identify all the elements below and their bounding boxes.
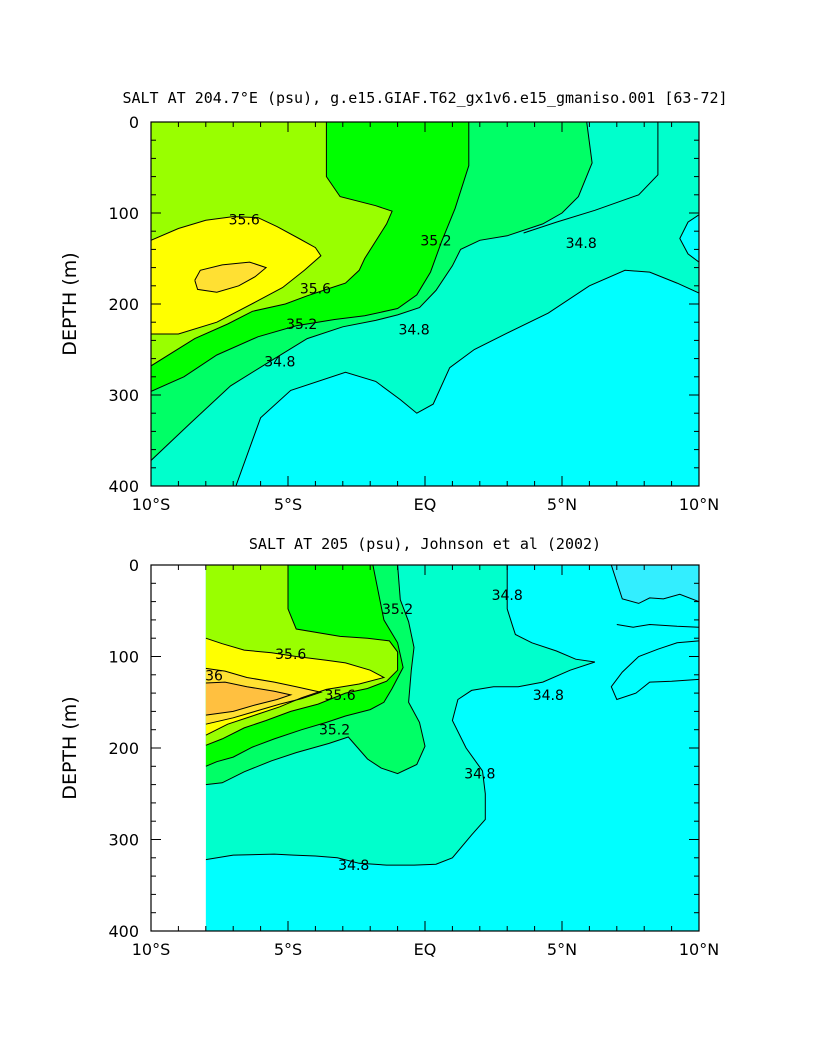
y-axis-label: DEPTH (m) — [59, 252, 81, 355]
contour-label-6: 34.8 — [533, 688, 564, 704]
contour-label-4: 34.8 — [398, 322, 429, 338]
y-tick-label: 200 — [108, 295, 139, 314]
contour-label-2: 35.6 — [275, 647, 306, 663]
contour-line-4 — [205, 565, 426, 786]
contour-line-5 — [205, 565, 404, 767]
y-tick-label: 0 — [129, 113, 139, 132]
contour-label-3: 36 — [205, 669, 223, 685]
x-tick-label: 5°S — [274, 495, 302, 514]
contour-label-5: 34.8 — [566, 236, 597, 252]
contour-label-4: 35.6 — [324, 688, 355, 704]
y-tick-label: 100 — [108, 648, 139, 667]
contour-label-2: 35.2 — [420, 233, 451, 249]
y-axis-label: DEPTH (m) — [59, 696, 81, 799]
y-tick-label: 300 — [108, 386, 139, 405]
salinity-region-8 — [205, 682, 291, 716]
chart-panel-bottom: 35.2 34.8 35.6 36 35.6 35.2 34.8 34.8 34.8 10°S 5°… — [59, 535, 719, 959]
contour-line-8 — [205, 667, 323, 725]
contour-label-8: 34.8 — [338, 858, 369, 874]
contour-label-7: 34.8 — [464, 767, 495, 783]
contour-line-1 — [610, 565, 700, 604]
contour-line-3 — [610, 640, 700, 701]
contour-line-0 — [205, 565, 596, 866]
salinity-region-1 — [235, 270, 699, 486]
x-tick-label: 10°S — [132, 940, 171, 959]
contour-field: 35.6 35.6 35.2 35.2 34.8 34.8 34.8 — [151, 122, 699, 486]
x-tick-label: EQ — [414, 495, 437, 514]
contour-line-7 — [194, 261, 268, 293]
contour-label-0: 35.6 — [229, 212, 260, 228]
contour-line-2 — [151, 122, 593, 461]
salinity-region-2 — [611, 565, 699, 604]
y-tick-label: 400 — [108, 922, 139, 941]
contour-label-6: 34.8 — [264, 354, 295, 370]
contour-label-1: 35.6 — [300, 282, 331, 298]
contour-line-5 — [523, 122, 659, 234]
x-tick-label: 5°N — [547, 495, 577, 514]
contour-line-6 — [205, 565, 399, 746]
y-tick-label: 0 — [129, 556, 139, 575]
salinity-region-2 — [679, 214, 699, 263]
contour-field: 35.2 34.8 35.6 36 35.6 35.2 34.8 34.8 34.8 — [205, 565, 700, 931]
x-tick-label: 10°N — [679, 940, 719, 959]
x-tick-label: EQ — [414, 940, 437, 959]
contour-line-7 — [205, 637, 386, 736]
contour-line-6 — [151, 216, 322, 335]
chart-title: SALT AT 205 (psu), Johnson et al (2002) — [249, 535, 601, 553]
contour-line-4 — [151, 122, 393, 367]
contour-label-5: 35.2 — [319, 723, 350, 739]
contour-label-3: 35.2 — [286, 317, 317, 333]
y-tick-label: 300 — [108, 831, 139, 850]
contour-label-0: 35.2 — [382, 602, 413, 618]
x-tick-label: 5°S — [274, 940, 302, 959]
chart-title: SALT AT 204.7°E (psu), g.e15.GIAF.T62_gx… — [122, 89, 727, 107]
x-tick-label: 5°N — [547, 940, 577, 959]
salinity-region-1 — [205, 565, 700, 931]
x-tick-label: 10°S — [132, 495, 171, 514]
contour-line-1 — [679, 214, 699, 263]
salinity-region-7 — [194, 262, 267, 293]
x-tick-label: 10°N — [679, 495, 719, 514]
y-tick-label: 400 — [108, 477, 139, 496]
contour-line-9 — [205, 681, 293, 716]
y-tick-label: 200 — [108, 739, 139, 758]
contour-line-0 — [235, 269, 699, 486]
contour-label-1: 34.8 — [492, 588, 523, 604]
chart-panel-top: 35.6 35.6 35.2 35.2 34.8 34.8 34.8 10°S 5°S EQ 5°N… — [59, 89, 728, 514]
contour-line-3 — [151, 122, 470, 392]
contour-line-2 — [616, 623, 700, 628]
y-tick-label: 100 — [108, 204, 139, 223]
